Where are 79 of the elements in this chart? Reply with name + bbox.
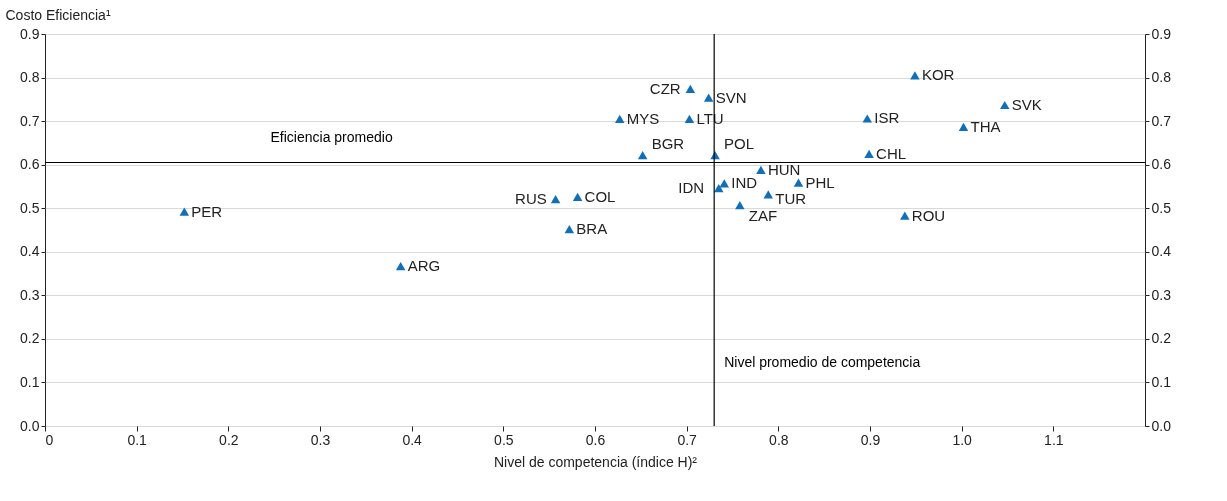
series-label: KOR <box>921 66 955 84</box>
y2-tick-label: 0.2 <box>1151 330 1172 347</box>
y2-tick-label: 0.9 <box>1151 25 1172 42</box>
series-label: HUN <box>767 160 801 178</box>
series-label: PHL <box>805 173 835 191</box>
point <box>900 211 910 220</box>
series-label: TUR <box>775 190 807 208</box>
series-label: SVK <box>1011 96 1042 113</box>
y2-tick-label: 0.5 <box>1151 199 1172 216</box>
series-label: THA <box>970 117 1001 135</box>
series-label: BGR <box>651 135 685 153</box>
y2-tick-label: 0.6 <box>1151 156 1172 173</box>
point <box>615 114 625 124</box>
point <box>395 262 406 271</box>
y2-tick-label: 0.8 <box>1151 69 1172 86</box>
point <box>1000 100 1010 110</box>
x-tick-label: 1.1 <box>1044 431 1064 448</box>
y2-tick-label: 0.7 <box>1151 112 1172 129</box>
point <box>862 114 872 123</box>
series-label: COL <box>584 187 616 205</box>
point <box>179 207 190 216</box>
y2-tick-label: 0.0 <box>1151 417 1172 434</box>
y2-tick-label: 0.4 <box>1151 243 1172 260</box>
x-tick-label: 0.6 <box>585 431 606 448</box>
x-tick-label: 0.2 <box>219 431 239 448</box>
y-tick-label: 0.5 <box>20 199 40 216</box>
point <box>714 184 724 193</box>
series-label: MYS <box>626 109 660 127</box>
point <box>637 150 648 160</box>
y2-tick-label: 0.3 <box>1151 286 1172 303</box>
series-label: ISR <box>874 109 900 127</box>
series-label: BRA <box>576 220 608 238</box>
point <box>684 114 695 124</box>
y-tick-label: 0.6 <box>20 156 40 173</box>
series-label: PER <box>191 202 223 220</box>
point <box>550 194 561 204</box>
x-tick-label: 0.1 <box>127 431 148 448</box>
y-tick-label: 0.2 <box>20 330 40 347</box>
series-label: RUS <box>515 190 547 208</box>
x-tick-label: 0 <box>45 431 54 448</box>
x-tick-label: 0.8 <box>769 431 789 448</box>
x-tick-label: 0.7 <box>677 431 698 448</box>
point <box>763 190 773 199</box>
y-tick-label: 0.0 <box>20 417 40 434</box>
series-label: ROU <box>911 206 946 224</box>
x-tick-label: 0.3 <box>310 431 331 448</box>
point <box>685 84 696 93</box>
y2-tick-label: 0.1 <box>1151 373 1172 390</box>
series-label: ARG <box>407 257 441 275</box>
y-tick-label: 0.1 <box>20 373 40 390</box>
x-tick-label: 0.5 <box>494 431 514 448</box>
x-tick-label: 0.4 <box>402 431 423 448</box>
point <box>793 178 804 187</box>
point <box>719 179 729 188</box>
series-label: IND <box>731 174 758 192</box>
series-label: CHL <box>876 144 907 162</box>
point <box>756 165 766 174</box>
point <box>564 225 575 234</box>
series-label: SVN <box>715 88 747 106</box>
series-label: ZAF <box>748 207 778 225</box>
point <box>735 201 745 210</box>
series-label: POL <box>724 135 755 153</box>
point <box>572 192 583 202</box>
x-tick-label: 0.9 <box>860 431 881 448</box>
ref-line-label: Nivel promedio de competencia <box>724 354 921 371</box>
x-tick-label: 1.0 <box>952 431 973 448</box>
y-tick-label: 0.3 <box>20 286 40 303</box>
ref-line-label: Eficiencia promedio <box>270 129 393 146</box>
point <box>703 93 714 102</box>
y-tick-label: 0.9 <box>20 25 40 42</box>
y-tick-label: 0.4 <box>20 243 40 260</box>
point <box>958 122 969 131</box>
y-axis-title: Costo Eficiencia¹ <box>5 6 111 23</box>
point <box>864 149 874 158</box>
y-tick-label: 0.7 <box>20 112 40 129</box>
y-tick-label: 0.8 <box>20 69 40 86</box>
series-label: CZR <box>649 79 681 97</box>
x-axis-title: Nivel de competencia (índice H)² <box>493 453 698 470</box>
series-label: IDN <box>678 179 705 197</box>
